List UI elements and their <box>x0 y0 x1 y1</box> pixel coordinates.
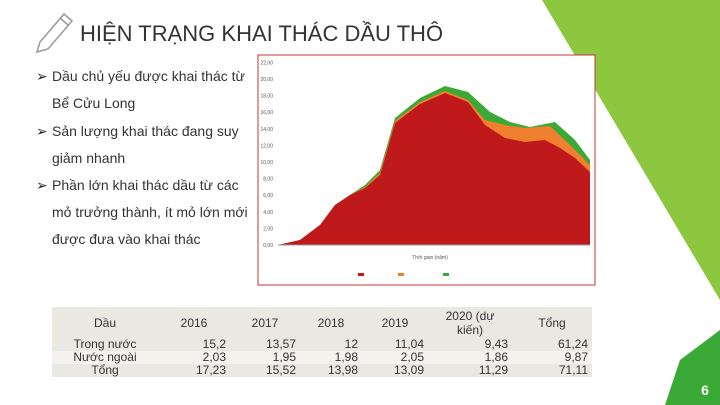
table-cell: 1,86 <box>428 351 512 364</box>
y-tick-label: 16,00 <box>260 110 273 116</box>
header-cell: 2017 <box>230 307 300 338</box>
table-cell: 9,43 <box>428 338 512 351</box>
table-cell: 2,03 <box>158 351 230 364</box>
title: HIỆN TRẠNG KHAI THÁC DẦU THÔ <box>80 21 443 46</box>
table-cell: Nước ngoài <box>52 351 158 364</box>
header-cell: Dầu <box>52 307 158 338</box>
y-tick-label: 10,00 <box>260 160 273 166</box>
bullet: Dầu chủ yếu được khai thác từ Bể Cửu Lon… <box>36 63 262 117</box>
table-row: Tổng 17,23 15,52 13,98 13,09 11,29 71,11 <box>52 364 592 377</box>
table-cell: Tổng <box>52 364 158 377</box>
header-cell: 2019 <box>362 307 428 338</box>
table-cell: 15,52 <box>230 364 300 377</box>
header-cell: Tổng <box>512 307 592 338</box>
table-cell: 13,98 <box>300 364 362 377</box>
table-row: Nước ngoài 2,03 1,95 1,98 2,05 1,86 9,87 <box>52 351 592 364</box>
table-cell: 2,05 <box>362 351 428 364</box>
figure: 0,00 2,00 4,00 6,00 8,00 10,00 12,00 14,00 16,00… <box>257 54 596 286</box>
table: Dầu 2016 2017 2018 2019 2020 (dự kiến) T… <box>52 307 592 377</box>
legend-swatch <box>443 273 449 276</box>
table-cell: 1,98 <box>300 351 362 364</box>
y-tick-label: 6,00 <box>263 193 273 199</box>
table-cell: 61,24 <box>512 338 592 351</box>
y-tick-label: 12,00 <box>260 143 273 149</box>
header-cell: 2020 (dự kiến) <box>428 307 512 338</box>
green-corner <box>665 330 720 405</box>
page-number: 6 <box>701 382 709 398</box>
y-tick-label: 18,00 <box>260 94 273 100</box>
table-cell: 11,04 <box>362 338 428 351</box>
legend-swatch <box>398 273 404 276</box>
table-cell: 17,23 <box>158 364 230 377</box>
table-cell: Trong nước <box>52 338 158 351</box>
table-cell: 9,87 <box>512 351 592 364</box>
y-tick-label: 4,00 <box>263 210 273 216</box>
table-cell: 71,11 <box>512 364 592 377</box>
pencil-icon <box>35 12 74 54</box>
table-cell: 12 <box>300 338 362 351</box>
bullet: Sản lượng khai thác đang suy giảm nhanh <box>36 118 262 172</box>
y-tick-label: 22,00 <box>260 60 273 66</box>
table-cell: 11,29 <box>428 364 512 377</box>
table-row: Trong nước 15,2 13,57 12 11,04 9,43 61,24 <box>52 338 592 351</box>
legend-swatch <box>358 273 364 276</box>
y-tick-label: 0,00 <box>263 243 273 249</box>
y-tick-label: 2,00 <box>263 226 273 232</box>
y-tick-label: 8,00 <box>263 177 273 183</box>
header-cell: 2018 <box>300 307 362 338</box>
table-cell: 13,09 <box>362 364 428 377</box>
y-tick-label: 20,00 <box>260 77 273 83</box>
table-cell: 1,95 <box>230 351 300 364</box>
x-axis-label: Thời gian (năm) <box>412 255 448 261</box>
y-tick-label: 14,00 <box>260 127 273 133</box>
header-cell: 2016 <box>158 307 230 338</box>
area-red <box>278 93 590 245</box>
table-cell: 13,57 <box>230 338 300 351</box>
table-cell: 15,2 <box>158 338 230 351</box>
bullet: Phần lớn khai thác dầu từ các mỏ trưởng … <box>36 172 252 253</box>
